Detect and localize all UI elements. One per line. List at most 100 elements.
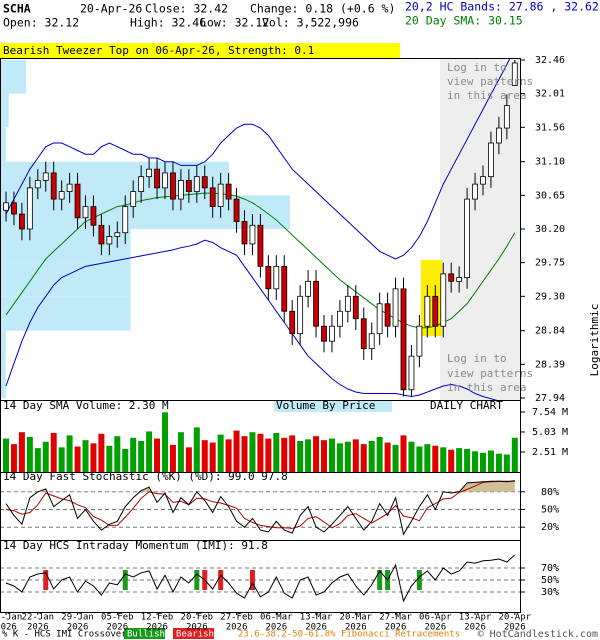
volume-bar [169,444,176,472]
y-tick-label: 28.84 [535,326,565,337]
volume-bar [305,439,312,472]
volume-bar [384,442,391,472]
candle-body [130,191,137,207]
volume-bar [265,438,272,472]
x-tick-label: 22-Jan [22,613,55,623]
candle-body [329,325,335,342]
candle-body [42,172,49,181]
imi-line [5,554,516,603]
volume-by-price-bar [0,262,131,297]
volume-by-price-bar [0,229,131,263]
volume-bar [480,452,486,472]
panel-label: DAILY CHART [430,399,503,412]
y-tick-label: 32.46 [535,55,565,66]
y-tick-label: 30% [541,587,559,598]
volume-bar [241,436,248,472]
volume-bar [392,444,399,472]
volume-bar [122,448,129,472]
candle-body [138,176,145,193]
volume-title: 14 Day SMA Volume: 2.30 M [3,399,169,412]
overbought-area [37,480,515,492]
y-tick-label: 27.94 [535,393,565,404]
volume-bar [503,454,510,472]
y-tick-label: 31.56 [535,122,565,133]
candle-body [360,318,367,350]
candle-body [50,172,57,200]
candle-body [82,206,89,219]
x-tick-label: 05-Feb [101,613,134,623]
x-tick-sublabel: 2026 [106,623,128,633]
y-tick-label: 28.39 [535,359,565,370]
x-tick-label: 20-Mar [340,613,373,623]
x-tick-label: 20-Feb [181,613,214,623]
volume-bar [146,431,153,472]
volume-bar [185,447,192,472]
candle-body [424,295,431,327]
imi-frame [0,540,521,613]
y-tick-label: 50% [541,505,559,516]
x-tick-sublabel: 2026 [504,623,526,633]
volume-bar [249,432,256,472]
volume-bar [360,444,367,472]
volume-bar [368,440,375,472]
volume-by-price-bar [0,60,27,94]
bearish-signal [43,570,49,590]
notice-line: view patterns [447,367,533,380]
y-tick-label: 50% [541,575,559,586]
volume-bar [201,440,208,472]
candle-body [368,333,375,350]
candle-body [265,265,272,290]
candle-body [273,265,280,290]
candle-body [209,187,216,207]
candle-body [432,295,439,327]
candle-body [480,176,486,185]
candle-body [233,198,240,222]
imi-title: 14 Day HCS Intraday Momentum (IMI): 91.8 [3,539,268,552]
volume-bar [495,453,502,472]
volume-bar [328,438,335,472]
notice-bottom: Log in to view patterns in this area [447,352,533,394]
overlay-line [5,58,511,260]
candle-body [384,303,391,327]
candle-body [344,295,351,312]
y-tick-label: 32.01 [535,89,565,100]
bearish-label: Bearish [176,630,214,640]
candle-body [34,179,41,189]
x-tick-sublabel: 2026 [385,623,407,633]
volume-bar [217,434,224,472]
volume-bar [98,433,105,472]
x-tick-sublabel: 2026 [146,623,168,633]
bands-legend: 20,2 HC Bands: 27.86 , 32.62 [405,0,599,14]
candle-body [321,325,327,342]
candle-body [177,179,184,200]
candle-body [122,206,129,234]
volume-bar [3,438,9,472]
volume-bar [233,430,240,472]
candle-body [162,172,168,189]
stochastic-panel [0,480,520,536]
notice-line: in this area [447,381,526,394]
volume-bar [225,439,232,472]
stochastic-k-line [5,480,515,536]
volume-bar [114,436,121,472]
candle-body [114,232,121,237]
candle-body [74,183,81,219]
candle-body [66,183,73,193]
y-tick-label: 31.10 [535,157,565,168]
volume-bar [511,437,518,472]
x-tick-sublabel: 2026 [0,623,17,633]
candle-body [3,202,9,211]
x-tick-sublabel: 2026 [265,623,287,633]
volume-bar [34,448,41,472]
volume-bar [130,437,137,472]
volume-bar [26,436,33,472]
volume-bar [10,444,17,472]
volume-bar [257,433,264,472]
volume-bar [297,440,304,472]
bearish-signal [249,570,255,590]
candle-body [313,280,319,327]
y-tick-label: 80% [541,487,559,498]
volume-bar [138,440,145,472]
y-tick-label: 29.30 [535,291,565,302]
date: 20-Apr-26 [80,2,142,16]
